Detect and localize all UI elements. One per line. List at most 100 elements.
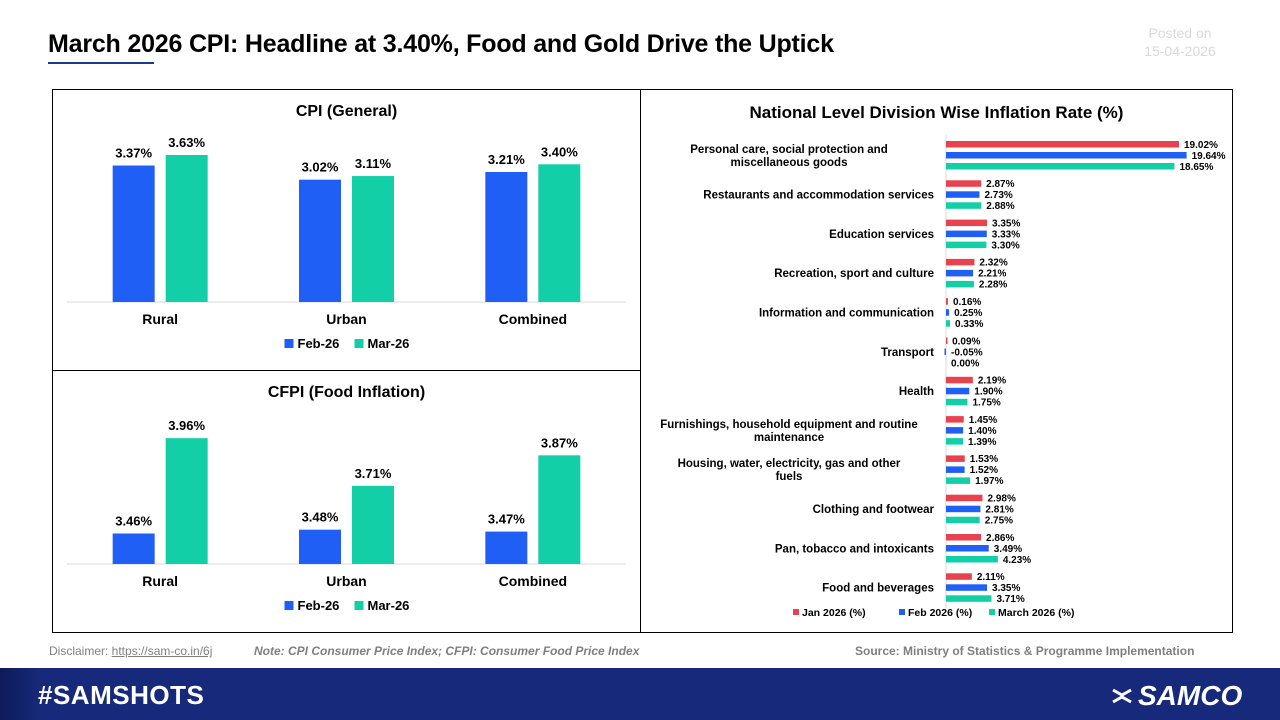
div-bar xyxy=(946,202,982,209)
cpi-data-label: 3.21% xyxy=(488,152,525,167)
div-data-label: 2.11% xyxy=(977,572,1005,583)
cfpi-data-label: 3.46% xyxy=(115,513,152,528)
div-data-label: 0.33% xyxy=(955,319,983,330)
cfpi-data-label: 3.48% xyxy=(302,510,339,525)
div-bar xyxy=(946,595,992,602)
div-data-label: 2.21% xyxy=(978,269,1006,280)
cfpi-food-chart: CFPI (Food Inflation) 3.46% 3.96% Rural 3.48… xyxy=(52,370,641,633)
footer-bar xyxy=(0,668,1280,720)
div-bar xyxy=(946,534,982,541)
cfpi-category-label: Combined xyxy=(499,573,567,589)
source-note: Source: Ministry of Statistics & Program… xyxy=(855,644,1195,658)
cpi-legend-swatch xyxy=(354,339,364,348)
div-data-label: 1.75% xyxy=(972,398,1000,409)
cpi-svg: CPI (General) 3.37% 3.63% Rural 3.02% 3.11% Ur… xyxy=(67,103,626,351)
div-data-label: 19.64% xyxy=(1192,151,1226,162)
div-bar xyxy=(946,241,987,249)
div-data-label: 2.81% xyxy=(985,504,1013,515)
posted-date: Posted on 15-04-2026 xyxy=(1120,24,1240,60)
div-bar xyxy=(946,416,964,423)
cpi-data-label: 3.37% xyxy=(115,146,152,161)
div-legend-label: March 2026 (%) xyxy=(998,607,1074,619)
div-data-label: 2.98% xyxy=(988,493,1016,504)
div-bar xyxy=(946,180,982,187)
cfpi-bar xyxy=(299,529,341,564)
cpi-category-label: Combined xyxy=(499,311,567,327)
title-underline xyxy=(48,62,154,64)
cfpi-title: CFPI (Food Inflation) xyxy=(268,384,425,401)
div-data-label: 1.39% xyxy=(968,437,996,448)
div-category-label: Food and beverages xyxy=(822,583,934,595)
page-title: March 2026 CPI: Headline at 3.40%, Food … xyxy=(48,30,834,58)
div-data-label: 2.28% xyxy=(979,280,1007,291)
div-category-label: Clothing and footwear xyxy=(813,504,935,516)
div-bar xyxy=(946,320,951,327)
div-data-label: 1.45% xyxy=(969,415,997,426)
div-bar xyxy=(946,494,983,502)
div-svg: National Level Division Wise Inflation R… xyxy=(660,103,1226,619)
cpi-bar xyxy=(165,154,208,302)
cfpi-data-label: 3.47% xyxy=(488,512,525,527)
div-data-label: 3.33% xyxy=(992,229,1020,240)
div-data-label: 2.73% xyxy=(984,190,1012,201)
div-bar xyxy=(946,141,1179,148)
cfpi-bar xyxy=(538,455,581,564)
div-bar xyxy=(946,477,971,484)
cfpi-data-label: 3.87% xyxy=(541,435,578,450)
brand-name: SAMCO xyxy=(1138,680,1243,711)
div-data-label: 1.40% xyxy=(968,426,996,437)
div-bar xyxy=(946,269,974,277)
brand-logo: SAMCO xyxy=(1110,680,1242,712)
footer-accent xyxy=(0,668,40,720)
footnote-note: Note: CPI Consumer Price Index; CFPI: Co… xyxy=(254,644,640,658)
cfpi-bar xyxy=(165,438,208,564)
cpi-bar xyxy=(352,176,394,302)
cpi-bar xyxy=(485,171,528,302)
div-category-label: Recreation, sport and culture xyxy=(774,268,934,280)
cpi-bar xyxy=(299,179,341,302)
div-category-label: Personal care, social protection and misc… xyxy=(690,144,887,169)
cpi-bar xyxy=(112,165,155,302)
div-bar xyxy=(946,466,965,473)
cfpi-bar xyxy=(485,531,528,564)
div-bar xyxy=(946,505,981,513)
div-data-label: 1.52% xyxy=(970,465,998,476)
div-category-label: Information and communication xyxy=(759,307,934,319)
disclaimer-link[interactable]: https://sam-co.in/6j xyxy=(111,644,213,658)
cpi-data-label: 3.11% xyxy=(355,156,392,171)
div-bar xyxy=(946,573,972,580)
cpi-data-label: 3.63% xyxy=(168,135,205,150)
cpi-data-label: 3.02% xyxy=(302,160,339,175)
div-bar xyxy=(946,309,950,316)
cpi-legend-label: Mar-26 xyxy=(368,336,410,351)
disclaimer-label: Disclaimer: xyxy=(49,644,112,658)
cpi-category-label: Rural xyxy=(142,311,178,327)
div-bar xyxy=(946,298,948,305)
div-data-label: 3.35% xyxy=(992,218,1020,229)
cpi-data-label: 3.40% xyxy=(541,144,578,159)
div-data-label: 2.32% xyxy=(979,258,1007,269)
div-bar xyxy=(946,584,988,591)
cfpi-bar xyxy=(352,485,394,564)
div-data-label: 2.86% xyxy=(986,533,1014,544)
div-legend-swatch xyxy=(989,609,995,615)
div-bar xyxy=(944,348,946,355)
div-title: National Level Division Wise Inflation R… xyxy=(750,103,1124,122)
div-data-label: 18.65% xyxy=(1179,162,1213,173)
div-bar xyxy=(946,455,965,462)
cfpi-category-label: Rural xyxy=(142,573,178,589)
div-data-label: 3.71% xyxy=(996,594,1024,605)
div-data-label: 2.88% xyxy=(986,201,1014,212)
div-data-label: 3.49% xyxy=(994,544,1022,555)
div-legend-label: Jan 2026 (%) xyxy=(802,607,866,619)
cfpi-legend-swatch xyxy=(354,601,364,610)
div-legend-swatch xyxy=(899,609,905,615)
div-category-label: Health xyxy=(899,386,934,398)
div-data-label: 2.75% xyxy=(985,515,1013,526)
hashtag-label: #SAMSHOTS xyxy=(38,680,205,710)
div-category-label: Pan, tobacco and intoxicants xyxy=(775,543,934,555)
div-data-label: -0.05% xyxy=(951,347,983,358)
div-bar xyxy=(946,280,974,288)
cpi-category-label: Urban xyxy=(326,311,366,327)
cfpi-legend-label: Mar-26 xyxy=(368,598,410,613)
